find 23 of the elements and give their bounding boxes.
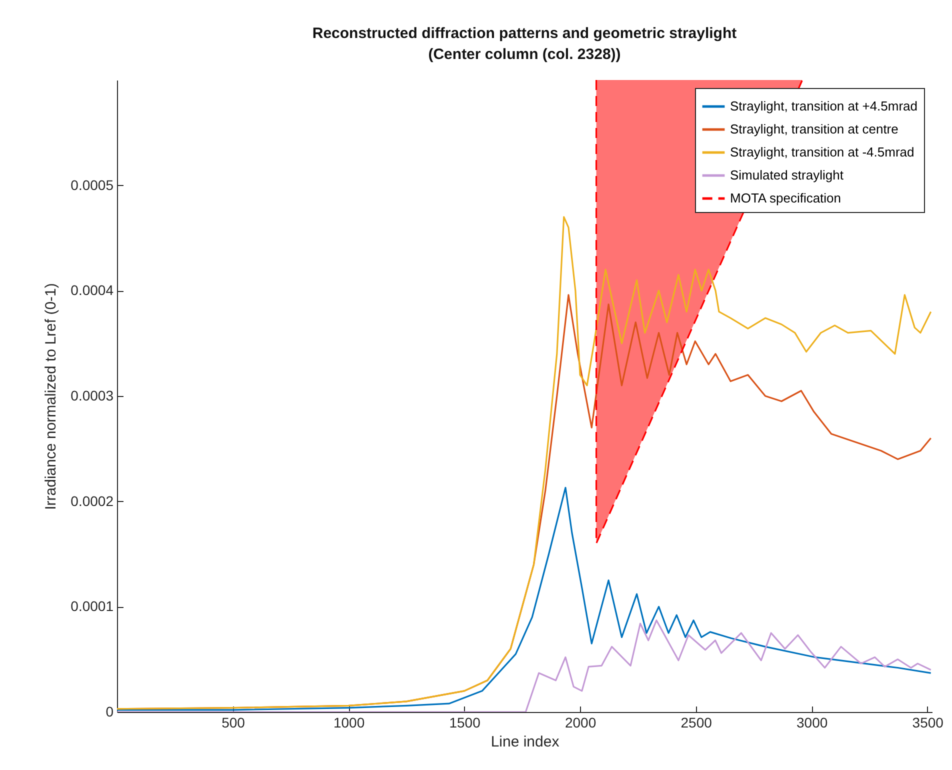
x-axis-title: Line index (490, 734, 560, 750)
y-tick-label: 0.0002 (70, 492, 114, 509)
y-tick-label: 0.0004 (70, 282, 114, 298)
chart-subtitle: (Center column (col. 2328)) (428, 46, 621, 63)
x-tick-label: 3000 (796, 714, 828, 730)
y-tick-label: 0 (106, 704, 114, 720)
x-tick-label: 1500 (449, 714, 481, 730)
y-tick-label: 0.0005 (70, 176, 114, 193)
y-axis-title: Irradiance normalized to Lref (0-1) (42, 283, 60, 510)
x-tick-label: 500 (222, 714, 246, 730)
y-tick-label: 0.0001 (70, 598, 114, 614)
line-series (117, 216, 932, 710)
chart-title: Reconstructed diffraction patterns and geometric straylight (312, 25, 737, 42)
legend-label: Straylight, transition at -4.5mrad (730, 144, 914, 160)
x-tick-label: 2000 (564, 714, 596, 730)
x-tick-label: 1000 (333, 714, 365, 730)
legend-label: Straylight, transition at centre (730, 122, 898, 136)
legend-label: MOTA specification (730, 190, 842, 206)
x-tick-label: 3500 (912, 714, 944, 730)
legend-label: Straylight, transition at +4.5mrad (730, 98, 918, 114)
y-tick-label: 0.0003 (70, 388, 114, 404)
x-tick-label: 2500 (680, 714, 712, 730)
legend-label: Simulated straylight (730, 168, 844, 182)
